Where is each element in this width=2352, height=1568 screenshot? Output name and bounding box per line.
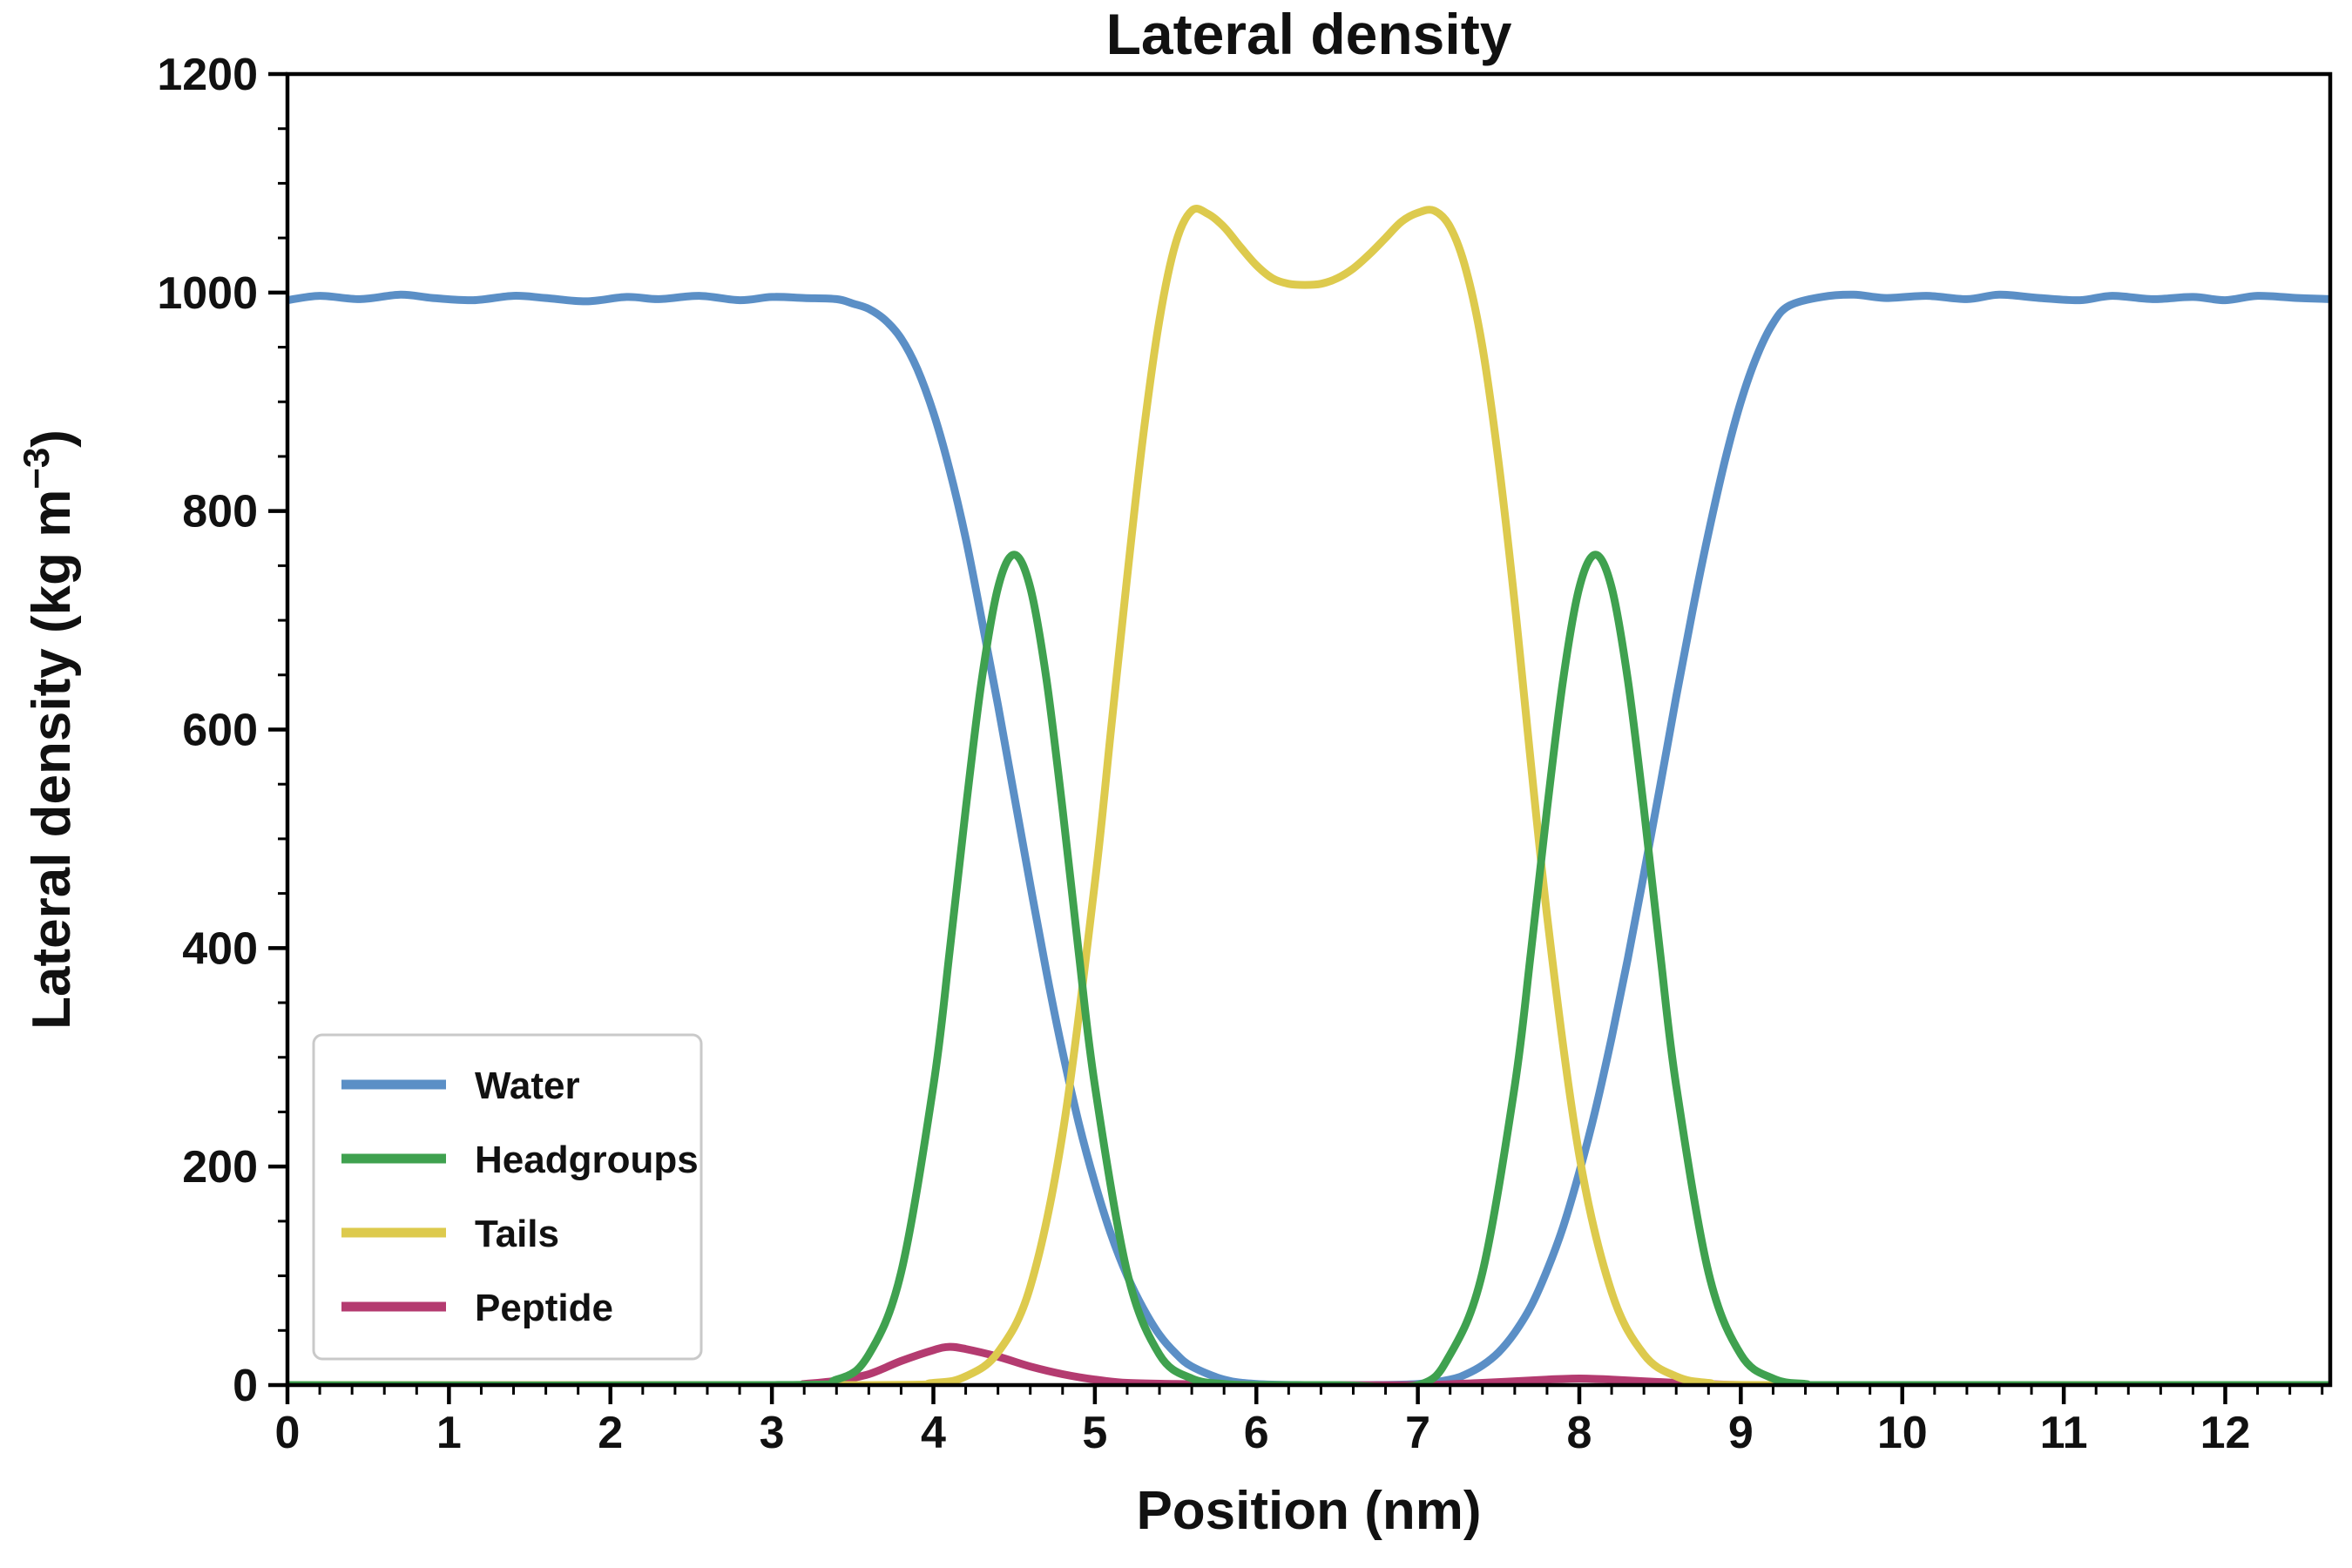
- legend-label-water: Water: [475, 1064, 580, 1107]
- y-tick-label: 200: [182, 1142, 258, 1193]
- series-tails: [287, 205, 2330, 1385]
- x-axis: 0 1 2 3 4 5 6 7 8 9 10 11 12: [275, 1385, 2251, 1458]
- x-tick-label: 12: [2200, 1408, 2251, 1458]
- series-headgroups: [287, 551, 2330, 1385]
- series-group: [287, 205, 2330, 1385]
- x-tick-label: 11: [2040, 1408, 2088, 1458]
- x-tick-label: 1: [436, 1408, 462, 1458]
- legend-item-peptide: Peptide: [341, 1287, 613, 1329]
- x-tick-label: 3: [760, 1408, 785, 1458]
- y-axis: 0 200 400 600 800 1000 1200: [157, 50, 287, 1411]
- legend-item-tails: Tails: [341, 1213, 559, 1255]
- y-minor-ticks: [278, 127, 287, 1332]
- x-tick-label: 10: [1877, 1408, 1928, 1458]
- x-tick-label: 5: [1082, 1408, 1107, 1458]
- chart-title: Lateral density: [1106, 2, 1512, 66]
- legend-item-water: Water: [341, 1064, 580, 1107]
- y-axis-label: Lateral density (kg m−3): [16, 429, 82, 1030]
- x-tick-label: 6: [1244, 1408, 1269, 1458]
- y-tick-label: 600: [182, 706, 258, 756]
- x-tick-label: 2: [598, 1408, 623, 1458]
- x-tick-label: 9: [1728, 1408, 1754, 1458]
- legend-label-headgroups: Headgroups: [475, 1139, 699, 1181]
- x-tick-label: 4: [921, 1408, 946, 1458]
- y-tick-label: 1200: [157, 50, 258, 100]
- y-tick-label: 0: [233, 1361, 258, 1411]
- legend-label-peptide: Peptide: [475, 1287, 613, 1329]
- legend-item-headgroups: Headgroups: [341, 1139, 699, 1181]
- x-tick-label: 8: [1567, 1408, 1592, 1458]
- y-tick-label: 400: [182, 923, 258, 974]
- legend-label-tails: Tails: [475, 1213, 559, 1255]
- y-tick-label: 800: [182, 487, 258, 537]
- y-tick-label: 1000: [157, 268, 258, 319]
- legend-box: [312, 1033, 703, 1361]
- x-minor-ticks: [318, 1385, 2324, 1395]
- x-axis-label: Position (nm): [1136, 1481, 1481, 1541]
- x-tick-label: 7: [1405, 1408, 1430, 1458]
- x-tick-label: 0: [275, 1408, 301, 1458]
- legend: Water Headgroups Tails Peptide: [312, 1033, 703, 1361]
